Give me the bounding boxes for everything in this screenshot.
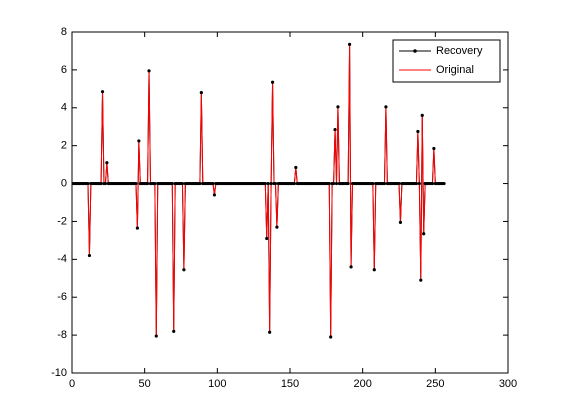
marker bbox=[263, 181, 267, 186]
y-tick-label: -2 bbox=[57, 215, 67, 227]
y-tick-label: -6 bbox=[57, 291, 67, 303]
x-tick-label: 200 bbox=[353, 378, 371, 390]
marker bbox=[268, 330, 272, 334]
y-tick-label: -4 bbox=[57, 253, 67, 265]
marker bbox=[212, 193, 217, 197]
y-tick-label: 0 bbox=[61, 177, 67, 189]
marker bbox=[199, 91, 203, 95]
marker bbox=[432, 146, 436, 151]
y-tick-label: 2 bbox=[61, 140, 67, 152]
marker bbox=[154, 334, 158, 338]
marker bbox=[332, 181, 336, 186]
marker bbox=[422, 232, 426, 236]
marker bbox=[147, 69, 151, 73]
marker bbox=[414, 181, 419, 186]
marker bbox=[100, 90, 105, 94]
marker bbox=[275, 225, 279, 229]
x-tick-label: 50 bbox=[139, 378, 151, 390]
marker bbox=[420, 113, 424, 117]
y-tick-label: -10 bbox=[51, 367, 67, 379]
marker bbox=[266, 181, 270, 186]
marker bbox=[349, 265, 353, 269]
x-tick-label: 100 bbox=[208, 378, 226, 390]
x-tick-label: 250 bbox=[426, 378, 444, 390]
marker bbox=[346, 181, 350, 186]
marker bbox=[371, 181, 375, 186]
marker bbox=[417, 181, 421, 186]
marker bbox=[180, 181, 185, 186]
marker bbox=[333, 127, 337, 132]
marker bbox=[198, 181, 202, 186]
marker bbox=[137, 139, 141, 143]
marker bbox=[430, 181, 435, 186]
marker bbox=[211, 181, 215, 186]
marker bbox=[384, 105, 388, 109]
marker bbox=[134, 181, 138, 186]
marker bbox=[347, 42, 352, 46]
marker bbox=[329, 335, 333, 339]
marker bbox=[334, 181, 339, 186]
marker bbox=[398, 220, 403, 224]
marker bbox=[172, 329, 176, 333]
marker bbox=[269, 181, 273, 186]
marker bbox=[86, 181, 90, 186]
marker bbox=[153, 181, 157, 186]
marker bbox=[270, 80, 275, 84]
marker bbox=[103, 181, 108, 186]
marker bbox=[87, 253, 92, 258]
legend-box bbox=[392, 39, 501, 83]
marker bbox=[145, 181, 150, 186]
y-tick-label: 4 bbox=[61, 102, 67, 114]
marker bbox=[294, 165, 298, 170]
marker bbox=[327, 181, 331, 186]
marker bbox=[442, 181, 446, 186]
x-tick-label: 300 bbox=[499, 378, 517, 390]
y-tick-label: 8 bbox=[61, 26, 67, 38]
marker bbox=[135, 226, 139, 230]
marker bbox=[416, 129, 420, 134]
marker bbox=[105, 161, 109, 165]
marker bbox=[372, 268, 376, 272]
marker bbox=[336, 105, 340, 109]
marker bbox=[170, 181, 174, 186]
y-tick-label: 6 bbox=[61, 64, 67, 76]
marker bbox=[182, 268, 186, 272]
legend-marker bbox=[413, 49, 417, 53]
marker bbox=[292, 181, 296, 186]
legend-label: Original bbox=[436, 64, 474, 76]
marker bbox=[397, 181, 401, 186]
legend-label: Recovery bbox=[436, 45, 483, 57]
x-tick-label: 0 bbox=[69, 378, 75, 390]
marker bbox=[273, 181, 278, 186]
y-tick-label: -8 bbox=[57, 329, 67, 341]
marker bbox=[382, 181, 387, 186]
marker bbox=[265, 236, 269, 241]
axes-box bbox=[71, 31, 509, 374]
marker bbox=[419, 278, 423, 282]
x-tick-label: 150 bbox=[281, 378, 299, 390]
marker bbox=[99, 181, 103, 186]
